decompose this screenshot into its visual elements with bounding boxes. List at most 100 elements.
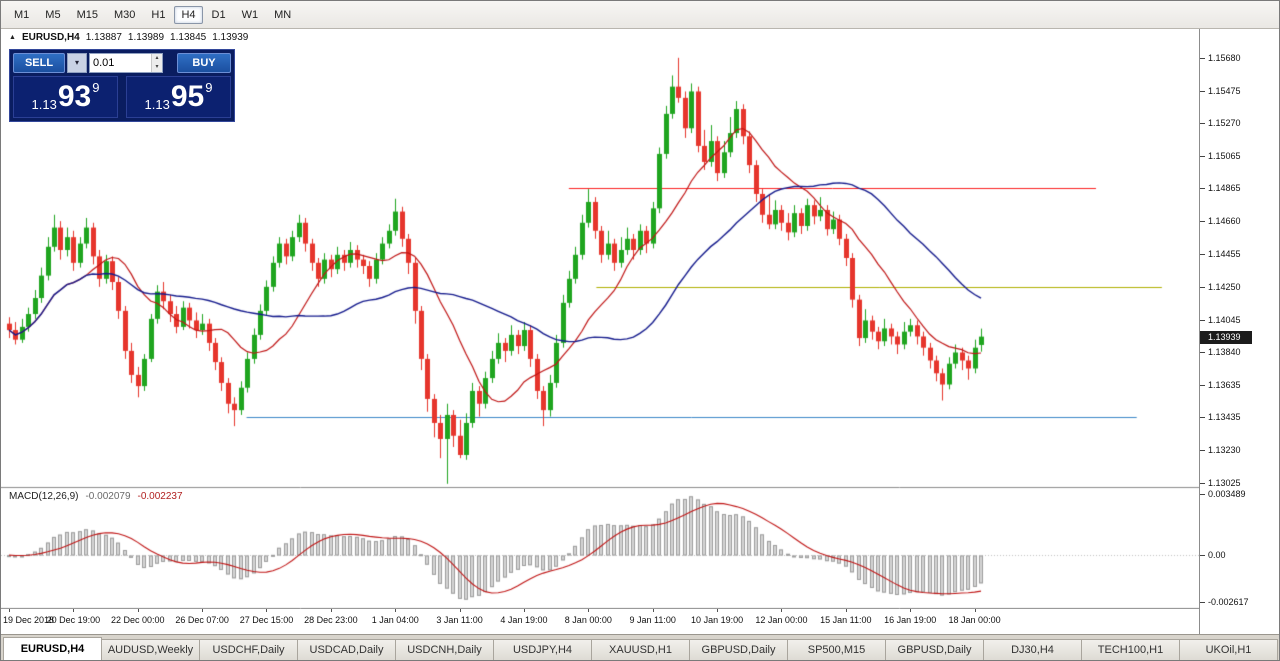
price-axis-label: 1.14865 — [1200, 183, 1241, 194]
chart-canvas[interactable] — [1, 29, 1199, 609]
macd-scale-zero: 0.00 — [1200, 550, 1226, 561]
chart-tab-DJ30-H4[interactable]: DJ30,H4 — [983, 639, 1082, 660]
time-axis-tick — [202, 609, 203, 612]
price-axis-label: 1.13230 — [1200, 445, 1241, 456]
time-axis-tick — [138, 609, 139, 612]
ohlc-open: 1.13887 — [85, 32, 122, 43]
price-axis-label: 1.13435 — [1200, 412, 1241, 423]
price-axis-label: 1.15065 — [1200, 151, 1241, 162]
time-axis-label: 28 Dec 23:00 — [304, 615, 358, 625]
time-axis-label: 18 Jan 00:00 — [948, 615, 1001, 625]
time-axis-label: 26 Dec 07:00 — [175, 615, 229, 625]
timeframe-button-H4[interactable]: H4 — [174, 5, 203, 24]
chart-panel: ▲ EURUSD,H4 1.13887 1.13989 1.13845 1.13… — [1, 29, 1279, 634]
timeframe-button-M5[interactable]: M5 — [45, 8, 61, 21]
lot-size-input[interactable] — [90, 54, 151, 72]
macd-scale-top: 0.003489 — [1200, 489, 1246, 499]
buy-price-pip: 9 — [205, 80, 213, 95]
ohlc-close: 1.13939 — [212, 32, 249, 43]
time-axis-label: 8 Jan 00:00 — [564, 615, 612, 625]
macd-name: MACD(12,26,9) — [9, 491, 79, 502]
chart-tab-AUDUSD-Weekly[interactable]: AUDUSD,Weekly — [101, 639, 200, 660]
current-price-badge: 1.13939 — [1200, 330, 1252, 344]
price-axis-label: 1.15475 — [1200, 85, 1241, 96]
price-axis-label: 1.13635 — [1200, 380, 1241, 391]
time-axis-tick — [395, 609, 396, 612]
time-axis-tick — [717, 609, 718, 612]
price-axis-label: 1.15680 — [1200, 52, 1241, 63]
lot-size-box: ▴ ▾ — [89, 53, 163, 73]
lot-spinner-up[interactable]: ▴ — [152, 54, 162, 63]
price-axis: 1.13939 0.003489 0.00 -0.002617 1.15680 1… — [1199, 29, 1279, 634]
ohlc-high: 1.13989 — [127, 32, 165, 43]
sell-price-display[interactable]: 1.13 93 9 — [13, 76, 118, 118]
time-axis-label: 22 Dec 00:00 — [110, 615, 165, 625]
time-axis-tick — [9, 609, 10, 612]
time-axis: 19 Dec 2018 20 Dec 19:00 22 Dec 00:00 26 De… — [1, 609, 1199, 634]
chevron-down-icon: ▾ — [74, 58, 79, 67]
sell-price-prefix: 1.13 — [31, 97, 57, 112]
timeframe-button-W1[interactable]: W1 — [241, 8, 259, 21]
macd-scale-bottom: -0.002617 — [1200, 597, 1249, 607]
time-axis-tick — [460, 609, 461, 612]
time-axis-tick — [331, 609, 332, 612]
time-axis-tick — [266, 609, 267, 612]
time-axis-tick — [975, 609, 976, 612]
time-axis-tick — [846, 609, 847, 612]
chart-tab-USDCHF-Daily[interactable]: USDCHF,Daily — [199, 639, 298, 660]
lot-dropdown-button[interactable]: ▾ — [67, 53, 87, 73]
timeframe-button-H1[interactable]: H1 — [151, 8, 166, 21]
buy-price-prefix: 1.13 — [144, 97, 170, 112]
ohlc-low: 1.13845 — [170, 32, 207, 43]
timeframe-button-MN[interactable]: MN — [274, 8, 292, 21]
buy-price-main: 95 — [170, 80, 205, 113]
price-axis-label: 1.15270 — [1200, 118, 1241, 129]
chart-tab-TECH100-H1[interactable]: TECH100,H1 — [1081, 639, 1180, 660]
chart-tab-GBPUSD-Daily[interactable]: GBPUSD,Daily — [885, 639, 984, 660]
sell-price-pip: 9 — [92, 80, 100, 95]
time-axis-label: 12 Jan 00:00 — [755, 615, 808, 625]
sell-button[interactable]: SELL — [13, 53, 65, 73]
time-axis-tick — [588, 609, 589, 612]
buy-button[interactable]: BUY — [177, 53, 231, 73]
chart-tab-GBPUSD-Daily[interactable]: GBPUSD,Daily — [689, 639, 788, 660]
time-axis-label: 15 Jan 11:00 — [820, 615, 872, 625]
buy-price-display[interactable]: 1.13 95 9 — [126, 76, 231, 118]
time-axis-label: 20 Dec 19:00 — [46, 615, 101, 625]
time-axis-tick — [73, 609, 74, 612]
price-axis-label: 1.13840 — [1200, 347, 1241, 358]
timeframe-toolbar: M1 M5 M15 M30 H1 H4 D1 W1 MN — [1, 1, 1279, 29]
chart-symbol-label: EURUSD,H4 — [21, 32, 80, 43]
time-axis-label: 9 Jan 11:00 — [629, 615, 676, 625]
symbol-marker-icon: ▲ — [9, 33, 16, 41]
price-axis-label: 1.14660 — [1200, 216, 1241, 227]
time-axis-label: 3 Jan 11:00 — [436, 615, 483, 625]
time-axis-label: 10 Jan 19:00 — [691, 615, 744, 625]
time-axis-tick — [910, 609, 911, 612]
macd-value-main: -0.002079 — [85, 491, 131, 502]
time-axis-tick — [653, 609, 654, 612]
chart-header: ▲ EURUSD,H4 1.13887 1.13989 1.13845 1.13… — [9, 32, 248, 43]
chart-tab-EURUSD-H4[interactable]: EURUSD,H4 — [3, 637, 102, 660]
chart-tab-USDCNH-Daily[interactable]: USDCNH,Daily — [395, 639, 494, 660]
timeframe-button-M1[interactable]: M1 — [14, 8, 30, 21]
chart-tab-SP500-M15[interactable]: SP500,M15 — [787, 639, 886, 660]
timeframe-button-M15[interactable]: M15 — [76, 8, 98, 21]
chart-tab-XAUUSD-H1[interactable]: XAUUSD,H1 — [591, 639, 690, 660]
time-axis-label: 1 Jan 04:00 — [371, 615, 419, 625]
lot-spinner-down[interactable]: ▾ — [152, 63, 162, 72]
time-axis-label: 19 Dec 2018 — [3, 615, 55, 625]
timeframe-button-M30[interactable]: M30 — [113, 8, 136, 21]
chart-tab-USDJPY-H4[interactable]: USDJPY,H4 — [493, 639, 592, 660]
price-axis-label: 1.14045 — [1200, 314, 1241, 325]
chart-tab-USDCAD-Daily[interactable]: USDCAD,Daily — [297, 639, 396, 660]
price-axis-label: 1.13025 — [1200, 477, 1241, 488]
price-axis-label: 1.14250 — [1200, 281, 1241, 292]
time-axis-label: 16 Jan 19:00 — [884, 615, 937, 625]
timeframe-button-D1[interactable]: D1 — [211, 8, 226, 21]
chart-tab-bar: EURUSD,H4 AUDUSD,Weekly USDCHF,Daily USDCAD… — [1, 634, 1279, 660]
time-axis-tick — [781, 609, 782, 612]
chart-tab-UKOil-H1[interactable]: UKOil,H1 — [1179, 639, 1278, 660]
macd-value-signal: -0.002237 — [137, 491, 183, 502]
